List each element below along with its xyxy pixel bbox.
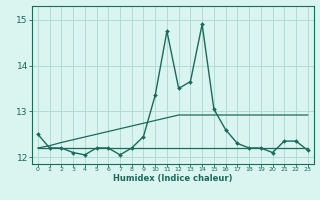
X-axis label: Humidex (Indice chaleur): Humidex (Indice chaleur) — [113, 174, 233, 183]
